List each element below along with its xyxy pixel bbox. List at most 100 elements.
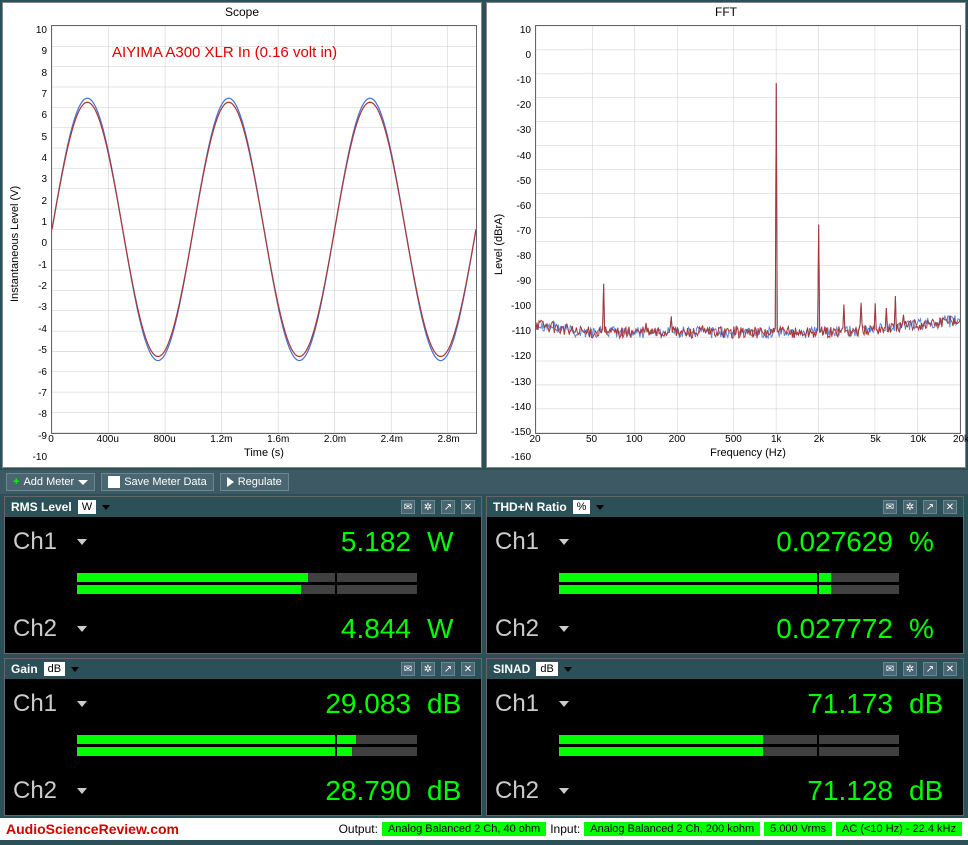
meter-name: THD+N Ratio bbox=[493, 500, 567, 514]
envelope-icon[interactable]: ✉ bbox=[401, 662, 415, 676]
chevron-down-icon[interactable] bbox=[559, 701, 569, 707]
gear-icon[interactable]: ✲ bbox=[903, 662, 917, 676]
chevron-down-icon[interactable] bbox=[596, 505, 604, 510]
meter-bars bbox=[13, 733, 473, 762]
chevron-down-icon[interactable] bbox=[71, 667, 79, 672]
meter-gain: GaindB✉✲↗✕Ch129.083dBCh228.790dB bbox=[4, 658, 482, 816]
chevron-down-icon[interactable] bbox=[77, 788, 87, 794]
output-value: Analog Balanced 2 Ch, 40 ohm bbox=[382, 822, 546, 836]
level-bar bbox=[559, 585, 899, 594]
envelope-icon[interactable]: ✉ bbox=[883, 662, 897, 676]
meter-unit: W bbox=[427, 526, 473, 558]
close-icon[interactable]: ✕ bbox=[943, 500, 957, 514]
output-label: Output: bbox=[339, 822, 378, 836]
chevron-down-icon[interactable] bbox=[77, 626, 87, 632]
chevron-down-icon bbox=[78, 480, 88, 485]
meter-bars bbox=[495, 733, 955, 762]
meter-row-ch2: Ch228.790dB bbox=[13, 775, 473, 807]
meters-grid: RMS LevelW✉✲↗✕Ch15.182WCh24.844WTHD+N Ra… bbox=[0, 494, 968, 818]
meter-toolbar: +Add Meter Save Meter Data Regulate bbox=[0, 470, 968, 494]
meter-header: THD+N Ratio% ✉ ✲ ↗ ✕ bbox=[487, 497, 963, 517]
meter-header: SINADdB✉✲↗✕ bbox=[487, 659, 963, 679]
fft-xticks: 20501002005001k2k5k10k20k bbox=[535, 434, 961, 445]
chevron-down-icon[interactable] bbox=[559, 539, 569, 545]
meter-thd-n-ratio: THD+N Ratio% ✉ ✲ ↗ ✕ Ch10.027629% Ch2 0.027772% bbox=[486, 496, 964, 654]
chevron-down-icon[interactable] bbox=[102, 505, 110, 510]
fft-xlabel: Frequency (Hz) bbox=[535, 445, 961, 463]
vrms-value: 5.000 Vrms bbox=[764, 822, 832, 836]
chevron-down-icon[interactable] bbox=[559, 626, 569, 632]
brand-label: AudioScienceReview.com bbox=[6, 821, 179, 837]
close-icon[interactable]: ✕ bbox=[943, 662, 957, 676]
popout-icon[interactable]: ↗ bbox=[441, 662, 455, 676]
meter-value: 29.083 bbox=[325, 688, 411, 719]
close-icon[interactable]: ✕ bbox=[461, 500, 475, 514]
fft-title: FFT bbox=[487, 3, 965, 21]
channel-label: Ch2 bbox=[495, 615, 551, 643]
scope-yticks: 109876543210-1-2-3-4-5-6-7-8-9-10 bbox=[23, 25, 51, 463]
meter-rms-level: RMS LevelW✉✲↗✕Ch15.182WCh24.844W bbox=[4, 496, 482, 654]
meter-sinad: SINADdB✉✲↗✕Ch171.173dBCh271.128dB bbox=[486, 658, 964, 816]
envelope-icon[interactable]: ✉ bbox=[401, 500, 415, 514]
meter-unit: % bbox=[909, 526, 955, 558]
meter-row-ch1: Ch15.182W bbox=[13, 526, 473, 558]
meter-row-ch1: Ch10.027629% bbox=[495, 526, 955, 558]
scope-title: Scope bbox=[3, 3, 481, 21]
meter-bars bbox=[495, 571, 955, 600]
scope-annotation: AIYIMA A300 XLR In (0.16 volt in) bbox=[112, 44, 337, 61]
plus-icon: + bbox=[13, 476, 19, 488]
regulate-label: Regulate bbox=[238, 476, 282, 488]
scope-plot: AIYIMA A300 XLR In (0.16 volt in) bbox=[51, 25, 477, 434]
scope-xticks: 0400u800u1.2m1.6m2.0m2.4m2.8m bbox=[51, 434, 477, 445]
meter-value: 71.173 bbox=[807, 688, 893, 719]
meter-unit: dB bbox=[909, 688, 955, 720]
channel-label: Ch1 bbox=[13, 528, 69, 556]
channel-label: Ch1 bbox=[495, 528, 551, 556]
unit-selector[interactable]: % bbox=[573, 500, 591, 514]
save-meter-button[interactable]: Save Meter Data bbox=[101, 473, 214, 491]
meter-value: 4.844 bbox=[341, 613, 411, 644]
gear-icon[interactable]: ✲ bbox=[421, 662, 435, 676]
popout-icon[interactable]: ↗ bbox=[441, 500, 455, 514]
level-bar bbox=[559, 735, 899, 744]
level-bar bbox=[77, 735, 417, 744]
unit-selector[interactable]: dB bbox=[44, 662, 65, 676]
scope-panel: Scope Instantaneous Level (V) 1098765432… bbox=[2, 2, 482, 468]
meter-unit: dB bbox=[427, 775, 473, 807]
meter-row-ch2: Ch271.128dB bbox=[495, 775, 955, 807]
chevron-down-icon[interactable] bbox=[564, 667, 572, 672]
unit-selector[interactable]: dB bbox=[536, 662, 557, 676]
popout-icon[interactable]: ↗ bbox=[923, 500, 937, 514]
input-label: Input: bbox=[550, 822, 580, 836]
scope-ylabel: Instantaneous Level (V) bbox=[7, 25, 23, 463]
chevron-down-icon[interactable] bbox=[77, 539, 87, 545]
level-bar bbox=[77, 747, 417, 756]
gear-icon[interactable]: ✲ bbox=[421, 500, 435, 514]
meter-bars bbox=[13, 571, 473, 600]
close-icon[interactable]: ✕ bbox=[461, 662, 475, 676]
level-bar bbox=[559, 573, 899, 582]
fft-plot bbox=[535, 25, 961, 434]
gear-icon[interactable]: ✲ bbox=[903, 500, 917, 514]
meter-unit: dB bbox=[427, 688, 473, 720]
fft-panel: FFT Level (dBrA) 100-10-20-30-40-50-60-7… bbox=[486, 2, 966, 468]
input-value: Analog Balanced 2 Ch, 200 kohm bbox=[584, 822, 760, 836]
meter-name: Gain bbox=[11, 662, 38, 676]
save-meter-label: Save Meter Data bbox=[124, 476, 207, 488]
fft-ylabel: Level (dBrA) bbox=[491, 25, 507, 463]
level-bar bbox=[559, 747, 899, 756]
meter-header: GaindB ✉ ✲ ↗ ✕ bbox=[5, 659, 481, 679]
popout-icon[interactable]: ↗ bbox=[923, 662, 937, 676]
envelope-icon[interactable]: ✉ bbox=[883, 500, 897, 514]
status-bar: AudioScienceReview.com Output: Analog Ba… bbox=[0, 818, 968, 840]
meter-value: 71.128 bbox=[807, 775, 893, 806]
meter-row-ch2: Ch20.027772% bbox=[495, 613, 955, 645]
regulate-button[interactable]: Regulate bbox=[220, 473, 289, 491]
add-meter-button[interactable]: +Add Meter bbox=[6, 473, 95, 491]
chevron-down-icon[interactable] bbox=[77, 701, 87, 707]
unit-selector[interactable]: W bbox=[78, 500, 96, 514]
meter-value: 0.027772 bbox=[776, 613, 893, 644]
chevron-down-icon[interactable] bbox=[559, 788, 569, 794]
scope-xlabel: Time (s) bbox=[51, 445, 477, 463]
meter-value: 28.790 bbox=[325, 775, 411, 806]
